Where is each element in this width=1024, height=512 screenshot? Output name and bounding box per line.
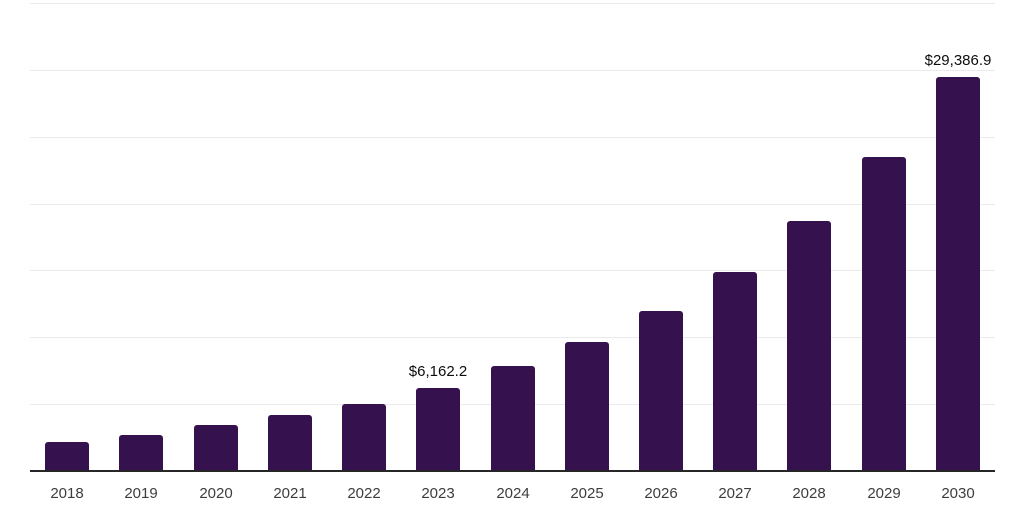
x-tick-label-2030: 2030: [941, 485, 975, 502]
bar-2018[interactable]: [45, 442, 89, 470]
gridline-35000: [30, 3, 995, 4]
bar-2028[interactable]: [787, 221, 831, 470]
bar-2022[interactable]: [342, 404, 386, 470]
x-tick-label-2018: 2018: [50, 485, 84, 502]
gridline-20000: [30, 204, 995, 205]
bar-2021[interactable]: [268, 415, 312, 470]
data-label-2030: $29,386.9: [924, 52, 992, 69]
x-tick-label-2020: 2020: [199, 485, 233, 502]
bar-2029[interactable]: [862, 157, 906, 470]
gridline-15000: [30, 270, 995, 271]
x-tick-label-2027: 2027: [718, 485, 752, 502]
gridline-30000: [30, 70, 995, 71]
data-label-2023: $6,162.2: [408, 363, 468, 380]
x-axis-line: [30, 470, 995, 472]
bar-2025[interactable]: [565, 342, 609, 470]
x-tick-label-2029: 2029: [867, 485, 901, 502]
x-tick-label-2024: 2024: [496, 485, 530, 502]
x-tick-label-2028: 2028: [792, 485, 826, 502]
x-tick-label-2019: 2019: [124, 485, 158, 502]
x-tick-label-2021: 2021: [273, 485, 307, 502]
bar-2027[interactable]: [713, 272, 757, 470]
bar-2023[interactable]: [416, 388, 460, 470]
gridline-10000: [30, 337, 995, 338]
bar-2024[interactable]: [491, 366, 535, 470]
bar-2020[interactable]: [194, 425, 238, 470]
x-tick-label-2026: 2026: [644, 485, 678, 502]
bar-2019[interactable]: [119, 435, 163, 470]
x-tick-label-2025: 2025: [570, 485, 604, 502]
bar-2030[interactable]: [936, 77, 980, 470]
x-tick-label-2023: 2023: [421, 485, 455, 502]
x-tick-label-2022: 2022: [347, 485, 381, 502]
gridline-25000: [30, 137, 995, 138]
bar-2026[interactable]: [639, 311, 683, 470]
